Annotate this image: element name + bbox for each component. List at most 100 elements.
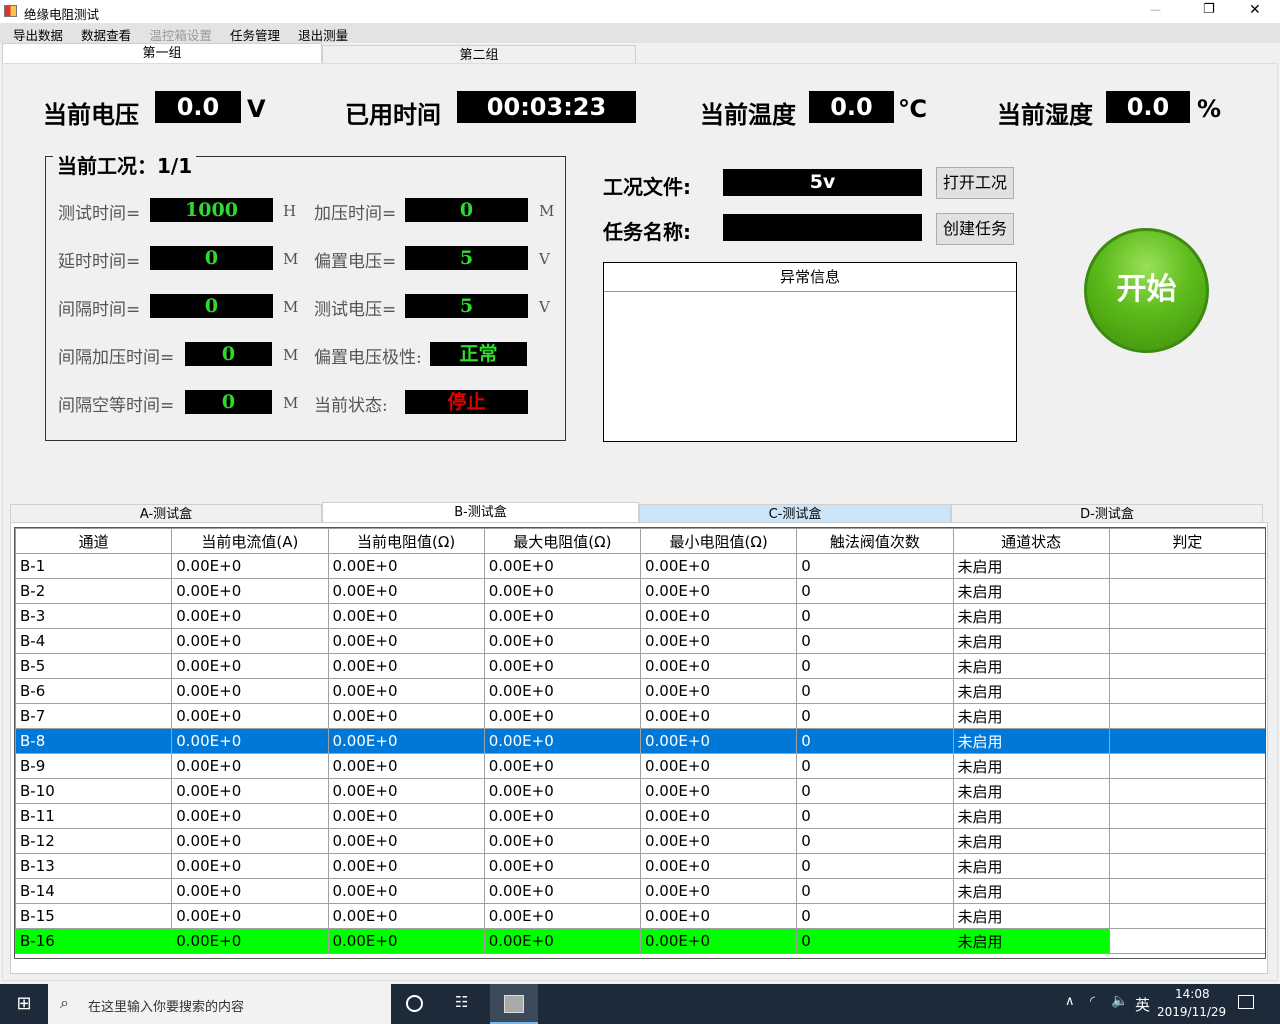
table-cell[interactable]: 0.00E+0 <box>483 553 642 579</box>
table-cell[interactable] <box>1108 703 1265 729</box>
table-cell[interactable]: B-8 <box>15 728 173 754</box>
table-cell[interactable]: 0.00E+0 <box>639 553 798 579</box>
channel-grid[interactable]: 通道 当前电流值(A) 当前电阻值(Ω) 最大电阻值(Ω) 最小电阻值(Ω) 触法阀值次数… <box>14 527 1266 959</box>
table-cell[interactable]: 0.00E+0 <box>327 928 485 954</box>
table-cell[interactable]: 0.00E+0 <box>171 853 329 879</box>
table-cell[interactable]: 0.00E+0 <box>171 628 329 654</box>
column-header[interactable]: 当前电流值(A) <box>171 528 329 554</box>
table-cell[interactable]: 0 <box>796 803 954 829</box>
taskbar-search[interactable]: ⌕ 在这里输入你要搜索的内容 <box>48 984 391 1024</box>
table-cell[interactable]: 未启用 <box>952 603 1110 629</box>
table-cell[interactable]: 0 <box>796 603 954 629</box>
table-row[interactable]: B-16 0.00E+0 0.00E+0 0.00E+0 0.00E+0 0 未启用 <box>15 928 1265 954</box>
table-cell[interactable]: 0.00E+0 <box>327 753 485 779</box>
table-cell[interactable]: 0 <box>796 778 954 804</box>
tab-box-b[interactable]: B-测试盒 <box>322 502 639 522</box>
table-cell[interactable]: B-2 <box>15 578 173 604</box>
table-cell[interactable]: 0.00E+0 <box>171 678 329 704</box>
create-task-button[interactable]: 创建任务 <box>936 213 1014 245</box>
table-cell[interactable]: 0.00E+0 <box>327 628 485 654</box>
table-cell[interactable] <box>1108 803 1265 829</box>
tab-box-d[interactable]: D-测试盒 <box>951 504 1263 524</box>
table-cell[interactable]: 未启用 <box>952 553 1110 579</box>
table-cell[interactable]: 0.00E+0 <box>327 803 485 829</box>
table-cell[interactable]: B-12 <box>15 828 173 854</box>
table-cell[interactable]: 0.00E+0 <box>483 728 642 754</box>
table-cell[interactable]: 未启用 <box>952 628 1110 654</box>
table-cell[interactable]: 0 <box>796 878 954 904</box>
table-cell[interactable]: 0.00E+0 <box>639 903 798 929</box>
table-cell[interactable]: 0.00E+0 <box>171 803 329 829</box>
table-cell[interactable]: 未启用 <box>952 853 1110 879</box>
table-cell[interactable] <box>1108 653 1265 679</box>
table-cell[interactable]: 0.00E+0 <box>171 728 329 754</box>
table-cell[interactable]: 0.00E+0 <box>483 828 642 854</box>
minimize-button[interactable]: — <box>1150 3 1161 16</box>
notification-icon[interactable] <box>1238 995 1254 1009</box>
table-cell[interactable]: 0 <box>796 853 954 879</box>
app-taskbar-icon[interactable] <box>490 984 538 1024</box>
table-cell[interactable]: B-5 <box>15 653 173 679</box>
table-cell[interactable]: 0.00E+0 <box>483 678 642 704</box>
table-cell[interactable]: B-9 <box>15 753 173 779</box>
cortana-icon[interactable] <box>406 995 423 1012</box>
table-cell[interactable]: B-16 <box>15 928 173 954</box>
table-cell[interactable]: 0.00E+0 <box>639 703 798 729</box>
table-row[interactable]: B-7 0.00E+0 0.00E+0 0.00E+0 0.00E+0 0 未启用 <box>15 703 1265 729</box>
table-cell[interactable]: 0.00E+0 <box>171 578 329 604</box>
table-cell[interactable] <box>1108 553 1265 579</box>
table-cell[interactable]: 未启用 <box>952 703 1110 729</box>
table-cell[interactable]: 0.00E+0 <box>327 603 485 629</box>
table-row[interactable]: B-2 0.00E+0 0.00E+0 0.00E+0 0.00E+0 0 未启用 <box>15 578 1265 604</box>
table-row[interactable]: B-1 0.00E+0 0.00E+0 0.00E+0 0.00E+0 0 未启用 <box>15 553 1265 579</box>
task-view-icon[interactable]: ☷ <box>455 993 469 1011</box>
table-cell[interactable]: 0 <box>796 553 954 579</box>
table-cell[interactable]: B-15 <box>15 903 173 929</box>
table-cell[interactable]: 0.00E+0 <box>483 603 642 629</box>
task-name-field[interactable] <box>723 214 922 241</box>
table-cell[interactable]: 0.00E+0 <box>327 703 485 729</box>
table-cell[interactable]: 0 <box>796 578 954 604</box>
table-cell[interactable]: 0.00E+0 <box>639 803 798 829</box>
table-row[interactable]: B-3 0.00E+0 0.00E+0 0.00E+0 0.00E+0 0 未启用 <box>15 603 1265 629</box>
table-cell[interactable]: 0.00E+0 <box>639 753 798 779</box>
table-cell[interactable]: 0 <box>796 928 954 954</box>
table-cell[interactable] <box>1108 928 1265 954</box>
table-cell[interactable] <box>1108 728 1265 754</box>
column-header[interactable]: 通道状态 <box>952 528 1110 554</box>
table-cell[interactable]: 0.00E+0 <box>639 653 798 679</box>
table-cell[interactable]: 0.00E+0 <box>639 853 798 879</box>
column-header[interactable]: 通道 <box>15 528 173 554</box>
table-cell[interactable]: 未启用 <box>952 803 1110 829</box>
table-row[interactable]: B-11 0.00E+0 0.00E+0 0.00E+0 0.00E+0 0 未启用 <box>15 803 1265 829</box>
start-button[interactable]: 开始 <box>1084 228 1209 353</box>
table-cell[interactable]: 0.00E+0 <box>639 578 798 604</box>
table-cell[interactable]: 0.00E+0 <box>327 853 485 879</box>
table-cell[interactable]: 0 <box>796 903 954 929</box>
table-cell[interactable]: B-1 <box>15 553 173 579</box>
table-row[interactable]: B-12 0.00E+0 0.00E+0 0.00E+0 0.00E+0 0 未启用 <box>15 828 1265 854</box>
table-cell[interactable]: 0.00E+0 <box>483 928 642 954</box>
table-cell[interactable]: B-14 <box>15 878 173 904</box>
table-cell[interactable]: 0.00E+0 <box>171 878 329 904</box>
table-cell[interactable]: 0.00E+0 <box>327 878 485 904</box>
open-condition-button[interactable]: 打开工况 <box>936 167 1014 199</box>
table-cell[interactable]: B-4 <box>15 628 173 654</box>
table-cell[interactable]: 0.00E+0 <box>327 778 485 804</box>
table-cell[interactable] <box>1108 903 1265 929</box>
table-cell[interactable]: 0.00E+0 <box>171 553 329 579</box>
table-cell[interactable]: 0 <box>796 828 954 854</box>
table-row[interactable]: B-15 0.00E+0 0.00E+0 0.00E+0 0.00E+0 0 未启用 <box>15 903 1265 929</box>
table-row[interactable]: B-5 0.00E+0 0.00E+0 0.00E+0 0.00E+0 0 未启用 <box>15 653 1265 679</box>
table-cell[interactable] <box>1108 828 1265 854</box>
table-cell[interactable]: 0.00E+0 <box>483 903 642 929</box>
table-cell[interactable] <box>1108 628 1265 654</box>
table-cell[interactable]: 0.00E+0 <box>171 753 329 779</box>
table-cell[interactable]: 未启用 <box>952 878 1110 904</box>
table-cell[interactable]: 0.00E+0 <box>327 653 485 679</box>
table-cell[interactable] <box>1108 778 1265 804</box>
table-cell[interactable]: 未启用 <box>952 728 1110 754</box>
table-cell[interactable]: 未启用 <box>952 903 1110 929</box>
table-cell[interactable] <box>1108 853 1265 879</box>
table-cell[interactable]: 0.00E+0 <box>639 678 798 704</box>
